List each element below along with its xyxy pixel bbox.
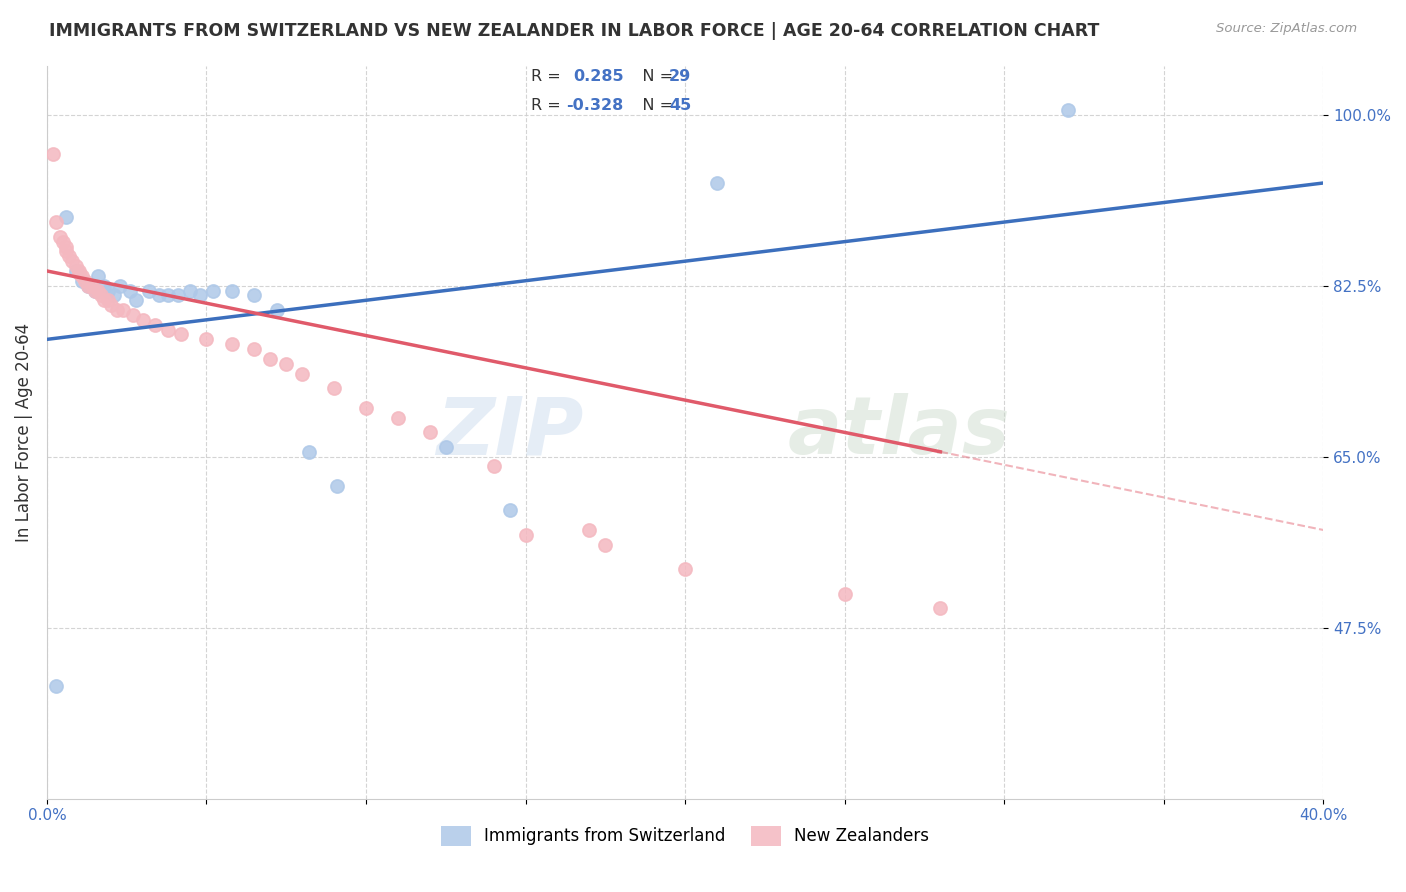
Point [578,523,600,537]
Point [87,284,110,298]
Point [170,327,193,342]
Text: N =: N = [627,70,678,85]
Point [118,284,141,298]
Point [188,288,211,302]
Point [166,288,188,302]
Point [45,679,67,693]
Point [243,288,266,302]
Text: -0.328: -0.328 [567,98,623,112]
Point [65,264,87,278]
Point [96,293,118,308]
Point [929,601,952,615]
Point [58,249,80,263]
Point [110,278,132,293]
Point [77,278,100,293]
Point [96,284,118,298]
Point [673,562,696,576]
Point [419,425,441,440]
Point [67,266,90,280]
Text: atlas: atlas [787,393,1010,471]
Text: R =: R = [531,98,567,112]
Point [243,342,266,356]
Text: IMMIGRANTS FROM SWITZERLAND VS NEW ZEALANDER IN LABOR FORCE | AGE 20-64 CORRELAT: IMMIGRANTS FROM SWITZERLAND VS NEW ZEALA… [49,22,1099,40]
Point [266,303,288,318]
Point [291,367,314,381]
Point [297,444,319,458]
Point [42,146,65,161]
Point [434,440,457,454]
Point [70,274,93,288]
Point [90,288,112,302]
Point [83,284,105,298]
Point [93,278,115,293]
Text: R =: R = [531,70,571,85]
Text: N =: N = [627,98,678,112]
Point [179,284,201,298]
Point [112,303,135,318]
Point [62,254,84,268]
Point [1057,103,1080,117]
Point [387,410,409,425]
Point [77,278,100,293]
Point [595,538,617,552]
Point [70,268,93,283]
Point [221,337,243,351]
Point [131,313,153,327]
Point [55,239,77,253]
Point [157,323,180,337]
Point [145,318,167,332]
Point [498,503,520,517]
Point [259,351,281,366]
Point [103,288,125,302]
Point [706,176,728,190]
Point [323,381,346,395]
Point [276,357,298,371]
Point [75,274,97,288]
Point [55,210,77,224]
Point [834,586,856,600]
Text: Source: ZipAtlas.com: Source: ZipAtlas.com [1216,22,1357,36]
Point [148,288,170,302]
Point [326,479,349,493]
Point [67,264,90,278]
Point [55,244,77,259]
Y-axis label: In Labor Force | Age 20-64: In Labor Force | Age 20-64 [15,323,32,541]
Point [354,401,377,415]
Text: 29: 29 [669,70,692,85]
Point [221,284,243,298]
Point [93,293,115,308]
Text: 45: 45 [669,98,692,112]
Point [515,528,537,542]
Point [52,235,75,249]
Point [100,298,122,312]
Point [105,303,128,318]
Point [482,459,505,474]
Text: ZIP: ZIP [436,393,583,471]
Point [45,215,67,229]
Point [195,332,218,346]
Legend: Immigrants from Switzerland, New Zealanders: Immigrants from Switzerland, New Zealand… [434,819,936,853]
Text: 0.285: 0.285 [574,70,624,85]
Point [87,268,110,283]
Point [83,284,105,298]
Point [201,284,224,298]
Point [65,259,87,273]
Point [157,288,180,302]
Point [122,308,145,322]
Point [125,293,148,308]
Point [80,278,103,293]
Point [48,229,70,244]
Point [138,284,160,298]
